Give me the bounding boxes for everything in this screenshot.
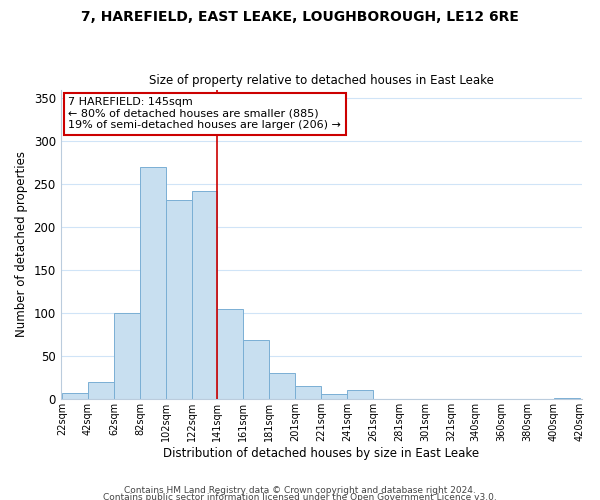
Text: Contains public sector information licensed under the Open Government Licence v3: Contains public sector information licen… [103, 494, 497, 500]
Title: Size of property relative to detached houses in East Leake: Size of property relative to detached ho… [149, 74, 494, 87]
Bar [554, 398, 580, 400]
Bar [217, 309, 242, 400]
Text: 7, HAREFIELD, EAST LEAKE, LOUGHBOROUGH, LE12 6RE: 7, HAREFIELD, EAST LEAKE, LOUGHBOROUGH, … [81, 10, 519, 24]
Y-axis label: Number of detached properties: Number of detached properties [15, 152, 28, 338]
Bar [166, 200, 192, 400]
Bar [192, 191, 217, 400]
Bar [269, 374, 295, 400]
Bar [295, 386, 320, 400]
Bar [347, 390, 373, 400]
Bar [243, 340, 269, 400]
Bar [140, 167, 166, 400]
Bar [88, 382, 114, 400]
Text: 7 HAREFIELD: 145sqm
← 80% of detached houses are smaller (885)
19% of semi-detac: 7 HAREFIELD: 145sqm ← 80% of detached ho… [68, 98, 341, 130]
Bar [62, 394, 88, 400]
Text: Contains HM Land Registry data © Crown copyright and database right 2024.: Contains HM Land Registry data © Crown c… [124, 486, 476, 495]
Bar [321, 394, 347, 400]
Bar [114, 314, 140, 400]
X-axis label: Distribution of detached houses by size in East Leake: Distribution of detached houses by size … [163, 447, 479, 460]
